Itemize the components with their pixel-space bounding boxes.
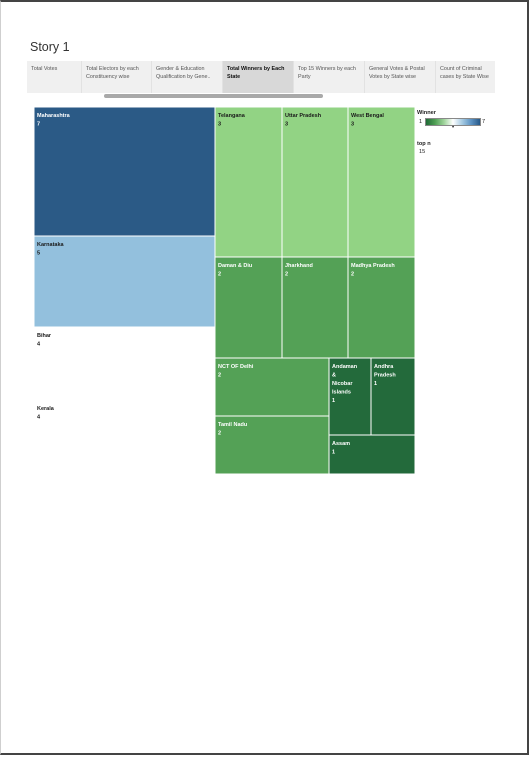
legend-marker: • bbox=[452, 125, 455, 131]
treemap-label: Madhya Pradesh bbox=[351, 263, 395, 269]
treemap-value: 3 bbox=[218, 122, 221, 128]
treemap-cell-bihar[interactable]: Bihar 4 bbox=[34, 326, 216, 401]
treemap-rect[interactable] bbox=[347, 107, 415, 258]
tab-label: General Votes & Postal Votes by State wi… bbox=[369, 66, 425, 80]
tab-general-postal-votes[interactable]: General Votes & Postal Votes by State wi… bbox=[365, 61, 436, 93]
legend-color-scale: 1 • 7 bbox=[417, 118, 485, 131]
treemap-label: Telangana bbox=[218, 113, 246, 119]
treemap-value: 1 bbox=[374, 381, 377, 387]
top-n-value: 15 bbox=[419, 149, 426, 155]
treemap-cell-jharkhand[interactable]: Jharkhand 2 bbox=[281, 256, 349, 359]
tab-label: Top 15 Winners by each Party bbox=[298, 66, 356, 80]
treemap-rect[interactable] bbox=[281, 256, 349, 359]
treemap-cell-assam[interactable]: Assam 1 bbox=[328, 434, 415, 475]
treemap-value: 1 bbox=[332, 450, 335, 456]
tab-total-votes[interactable]: Total Votes bbox=[27, 61, 82, 93]
treemap-rect[interactable] bbox=[328, 434, 415, 475]
treemap-label: Daman & Diu bbox=[218, 263, 252, 269]
top-n-title: top n bbox=[417, 141, 431, 147]
tab-label: Gender & Education Qualification by Gene… bbox=[156, 66, 211, 80]
treemap-cell-nct-of-delhi[interactable]: NCT OF Delhi 2 bbox=[214, 357, 330, 417]
treemap-cell-kerala[interactable]: Kerala 4 bbox=[34, 399, 216, 475]
treemap-label: Andaman bbox=[332, 364, 358, 370]
treemap-value: 2 bbox=[285, 272, 288, 278]
tab-total-electors[interactable]: Total Electors by each Constituency wise bbox=[82, 61, 152, 93]
treemap-label: Maharashtra bbox=[37, 113, 71, 119]
tab-criminal-cases[interactable]: Count of Criminal cases by State Wise bbox=[436, 61, 495, 93]
legend-min: 1 bbox=[419, 119, 423, 125]
treemap-cell-maharashtra[interactable]: Maharashtra 7 bbox=[34, 107, 216, 237]
treemap-label: & bbox=[332, 373, 336, 379]
treemap-label: Islands bbox=[332, 390, 351, 396]
treemap-rect[interactable] bbox=[281, 107, 349, 258]
treemap-value: 5 bbox=[37, 251, 40, 257]
treemap-chart: Maharashtra 7 Karnataka 5 Bihar 4 Kerala 4 Telan… bbox=[34, 107, 415, 475]
legend-gradient bbox=[425, 118, 481, 126]
treemap-value: 4 bbox=[37, 342, 41, 348]
treemap-rect[interactable] bbox=[370, 357, 415, 436]
treemap-label: Tamil Nadu bbox=[218, 422, 247, 428]
story-title: Story 1 bbox=[30, 40, 70, 54]
legend-title: Winner bbox=[417, 110, 436, 116]
treemap-value: 7 bbox=[37, 122, 40, 128]
treemap-rect[interactable] bbox=[347, 256, 415, 359]
story-tabs: Total Votes Total Electors by each Const… bbox=[27, 61, 495, 93]
treemap-label: Nicobar bbox=[332, 381, 353, 387]
treemap-label: West Bengal bbox=[351, 113, 384, 119]
treemap-cell-madhya-pradesh[interactable]: Madhya Pradesh 2 bbox=[347, 256, 415, 359]
tab-label: Total Votes bbox=[31, 66, 58, 72]
treemap-value: 1 bbox=[332, 398, 335, 404]
winner-legend: Winner 1 • 7 bbox=[417, 110, 485, 131]
treemap-cell-uttar-pradesh[interactable]: Uttar Pradesh 3 bbox=[281, 107, 349, 258]
treemap-rect[interactable] bbox=[214, 107, 283, 258]
treemap-cell-daman-and-diu[interactable]: Daman & Diu 2 bbox=[214, 256, 283, 359]
tab-label: Total Winners by Each State bbox=[227, 66, 285, 80]
treemap-value: 2 bbox=[218, 272, 221, 278]
treemap-label: Pradesh bbox=[374, 373, 396, 379]
treemap-rect[interactable] bbox=[214, 415, 330, 475]
tab-top-15-winners[interactable]: Top 15 Winners by each Party bbox=[294, 61, 365, 93]
treemap-rect[interactable] bbox=[34, 326, 216, 401]
treemap-label: Assam bbox=[332, 441, 350, 447]
tab-total-winners[interactable]: Total Winners by Each State bbox=[223, 61, 294, 93]
treemap-rect[interactable] bbox=[34, 107, 216, 237]
treemap-label: Karnataka bbox=[37, 242, 65, 248]
treemap-rect[interactable] bbox=[214, 357, 330, 417]
tab-gender-education[interactable]: Gender & Education Qualification by Gene… bbox=[152, 61, 223, 93]
treemap-label: Jharkhand bbox=[285, 263, 313, 269]
treemap-value: 2 bbox=[218, 431, 221, 437]
treemap-cell-tamil-nadu[interactable]: Tamil Nadu 2 bbox=[214, 415, 330, 475]
treemap-value: 4 bbox=[37, 415, 41, 421]
treemap-rect[interactable] bbox=[34, 399, 216, 475]
treemap-label: Andhra bbox=[374, 364, 394, 370]
treemap-cell-telangana[interactable]: Telangana 3 bbox=[214, 107, 283, 258]
treemap-value: 3 bbox=[351, 122, 354, 128]
tab-scrollbar[interactable] bbox=[104, 94, 323, 98]
treemap-cell-andhra-pradesh[interactable]: Andhra Pradesh 1 bbox=[370, 357, 415, 436]
treemap-cell-karnataka[interactable]: Karnataka 5 bbox=[34, 235, 216, 328]
treemap-value: 2 bbox=[351, 272, 354, 278]
top-n-parameter[interactable]: top n 15 bbox=[417, 141, 431, 155]
treemap-label: Bihar bbox=[37, 333, 52, 339]
treemap-label: NCT OF Delhi bbox=[218, 364, 254, 370]
treemap-label: Kerala bbox=[37, 406, 55, 412]
tab-label: Total Electors by each Constituency wise bbox=[86, 66, 139, 80]
legend-max: 7 bbox=[482, 119, 486, 125]
treemap-rect[interactable] bbox=[214, 256, 283, 359]
treemap-value: 2 bbox=[218, 373, 221, 379]
tab-label: Count of Criminal cases by State Wise bbox=[440, 66, 489, 80]
treemap-cell-west-bengal[interactable]: West Bengal 3 bbox=[347, 107, 415, 258]
treemap-value: 3 bbox=[285, 122, 288, 128]
treemap-rect[interactable] bbox=[328, 357, 372, 436]
treemap-rect[interactable] bbox=[34, 235, 216, 328]
treemap-cell-andaman-and-nicobar-islands[interactable]: Andaman & Nicobar Islands 1 bbox=[328, 357, 372, 436]
treemap-label: Uttar Pradesh bbox=[285, 113, 322, 119]
